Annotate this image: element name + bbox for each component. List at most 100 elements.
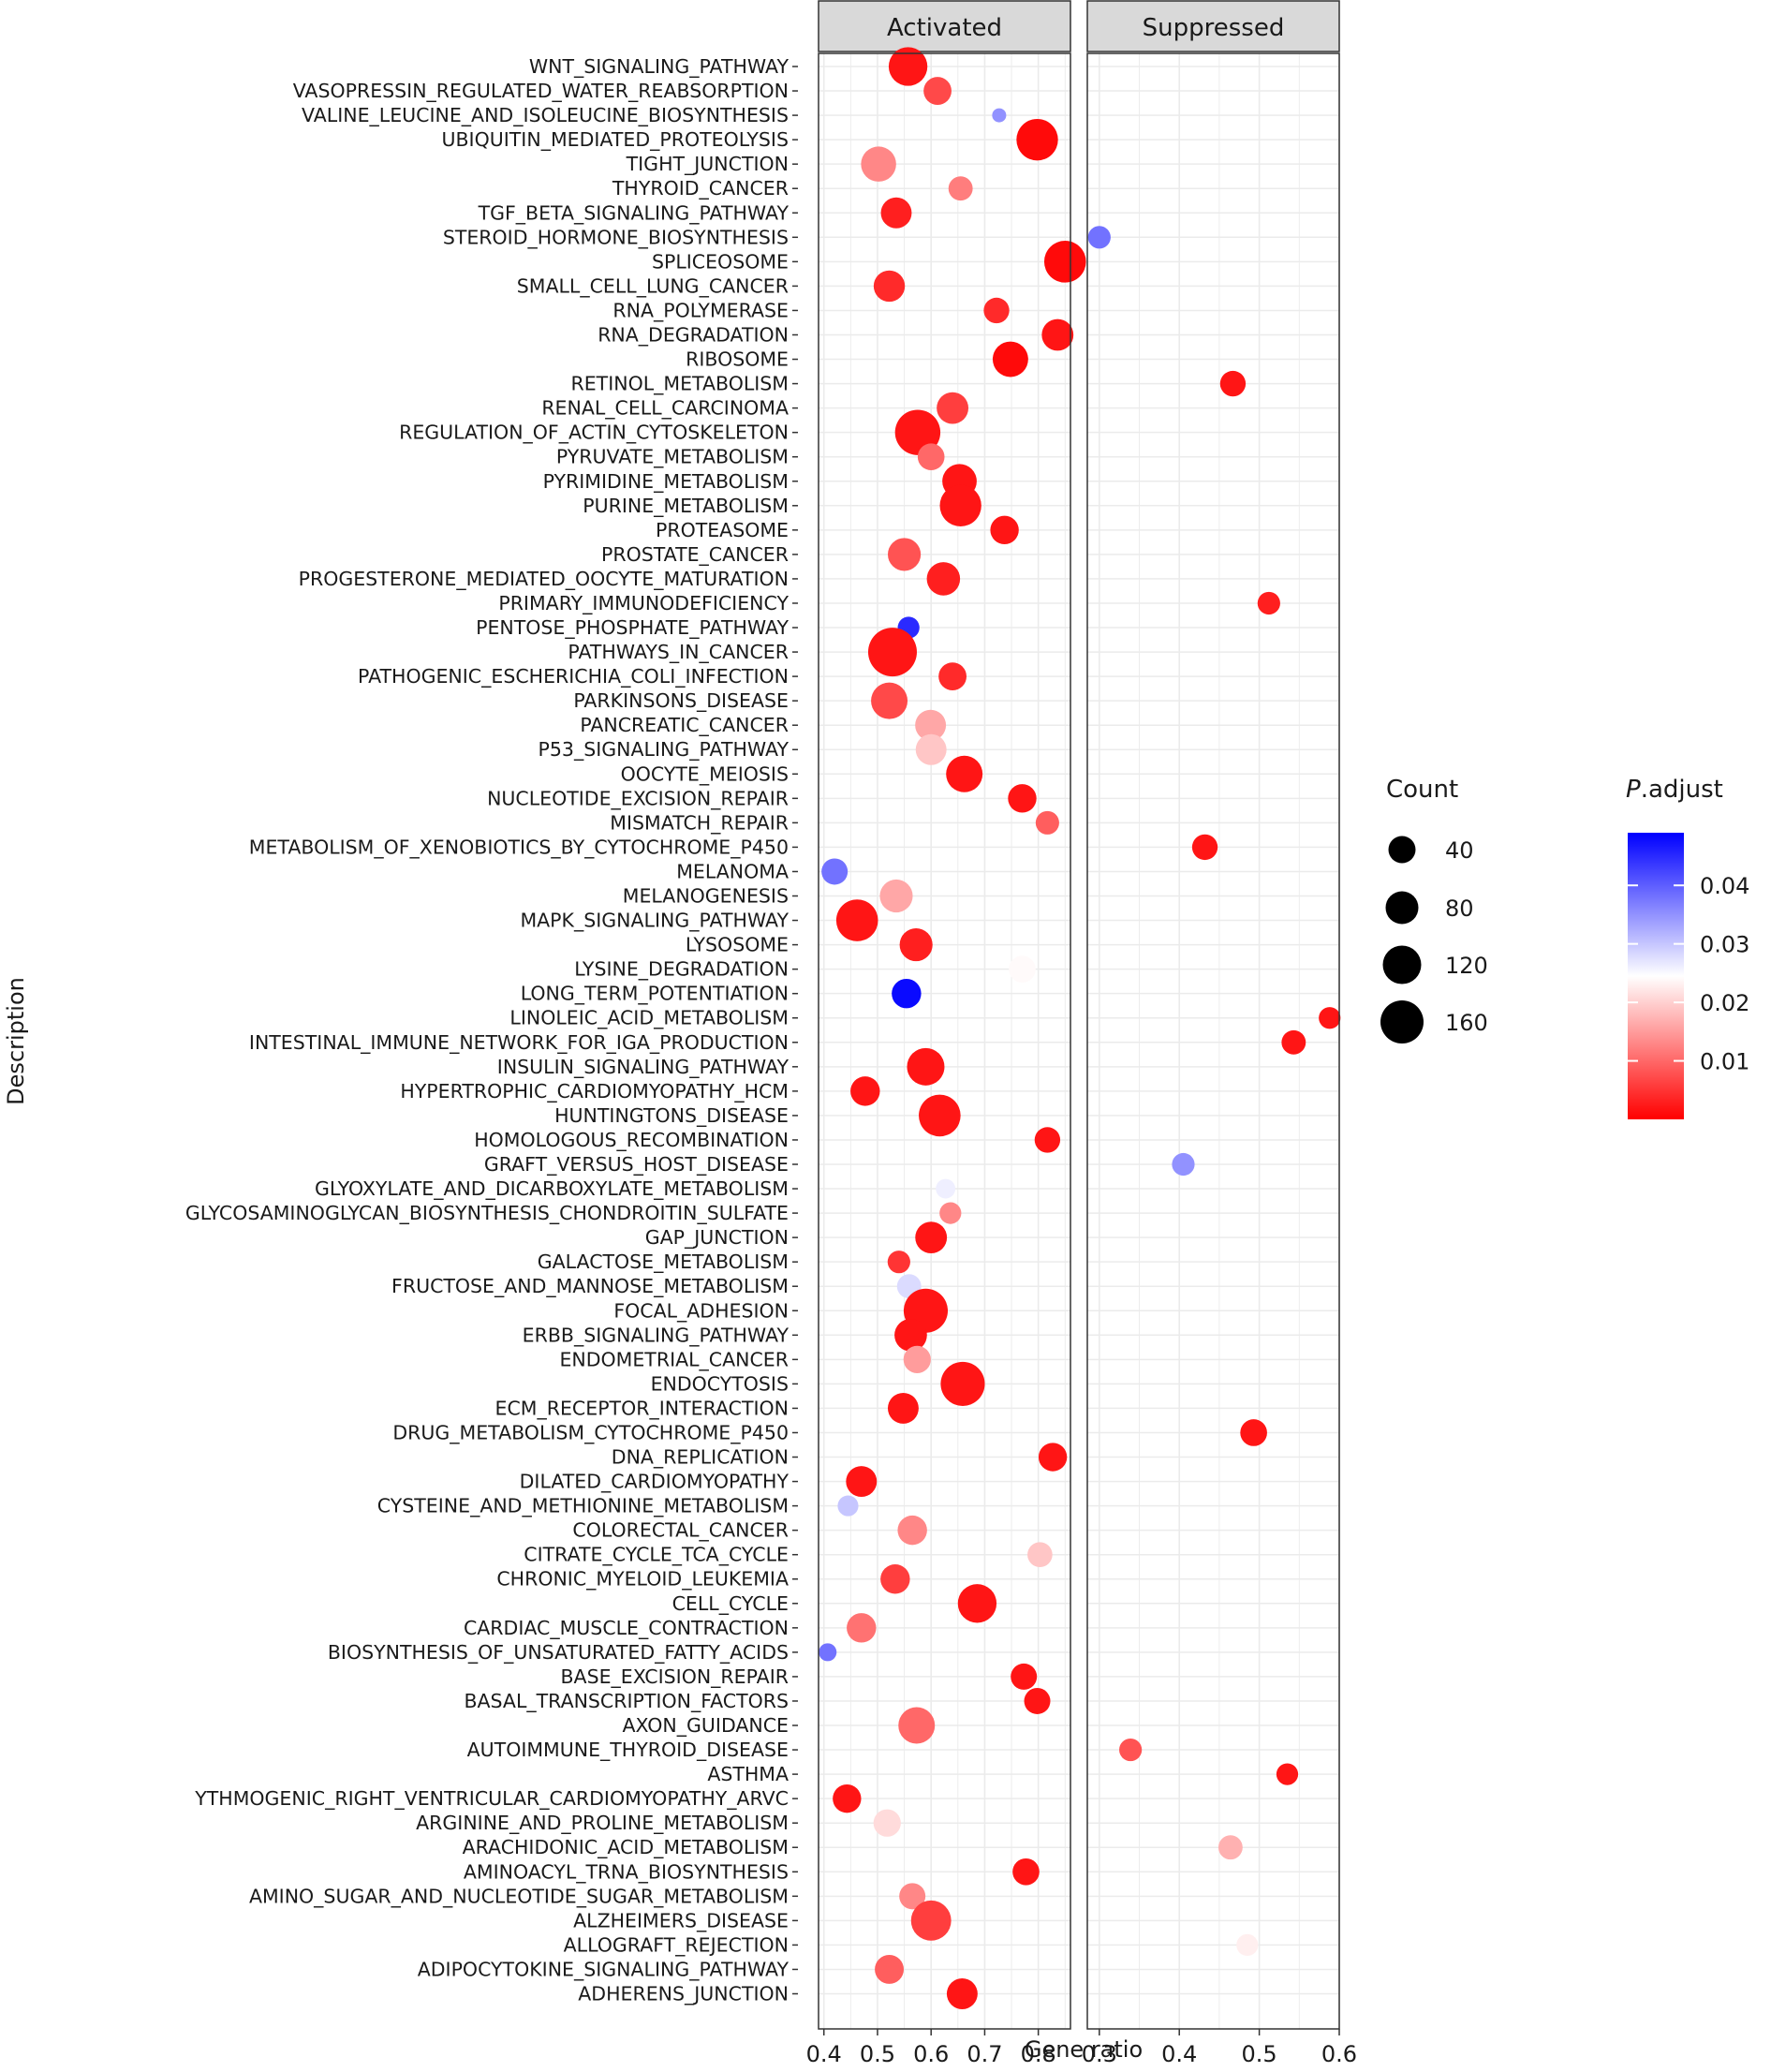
y-tick-label: PATHOGENIC_ESCHERICHIA_COLI_INFECTION [358, 665, 789, 688]
y-axis-title: Description [3, 977, 29, 1105]
data-point [990, 515, 1019, 545]
data-point [946, 755, 983, 792]
size-legend-label: 160 [1445, 1010, 1488, 1036]
data-point [835, 899, 878, 941]
data-point [1043, 241, 1086, 283]
x-tick-label: 0.7 [967, 2041, 1002, 2067]
y-tick-label: CHRONIC_MYELOID_LEUKEMIA [496, 1568, 789, 1591]
data-point [1027, 1542, 1053, 1568]
data-point [850, 1076, 880, 1106]
x-tick-label: 0.3 [1082, 2041, 1117, 2067]
data-point [946, 1978, 978, 2009]
y-tick-label: NUCLEOTIDE_EXCISION_REPAIR [487, 787, 789, 810]
x-tick-label: 0.4 [806, 2041, 842, 2067]
y-tick-label: STEROID_HORMONE_BIOSYNTHESIS [443, 226, 789, 249]
y-tick-label: ADHERENS_JUNCTION [578, 1983, 789, 2006]
data-point [1219, 370, 1247, 397]
y-tick-label: ENDOMETRIAL_CANCER [559, 1348, 789, 1371]
y-tick-label: PANCREATIC_CANCER [580, 714, 789, 737]
data-point [940, 1361, 985, 1406]
color-legend-label: 0.02 [1700, 990, 1749, 1016]
panel-background [819, 53, 1070, 2029]
data-point [1276, 1763, 1299, 1785]
y-tick-label: AMINOACYL_TRNA_BIOSYNTHESIS [464, 1860, 789, 1884]
y-tick-label: HUNTINGTONS_DISEASE [554, 1104, 789, 1128]
x-tick-label: 0.5 [1242, 2041, 1277, 2067]
y-tick-label: PENTOSE_PHOSPHATE_PATHWAY [476, 616, 789, 640]
y-tick-label: DRUG_METABOLISM_CYTOCHROME_P450 [392, 1421, 789, 1444]
y-tick-label: GAP_JUNCTION [645, 1226, 789, 1250]
data-point [1087, 226, 1111, 249]
y-tick-label: PURINE_METABOLISM [583, 495, 789, 518]
data-point [892, 978, 922, 1009]
y-tick-label: PATHWAYS_IN_CANCER [568, 641, 789, 664]
y-tick-label: SMALL_CELL_LUNG_CANCER [517, 274, 789, 298]
data-point [1035, 810, 1059, 835]
y-tick-label: RNA_POLYMERASE [612, 299, 789, 322]
data-point [1172, 1152, 1195, 1177]
y-tick-label: GALACTOSE_METABOLISM [538, 1251, 789, 1274]
data-point [1240, 1419, 1267, 1446]
y-tick-label: YTHMOGENIC_RIGHT_VENTRICULAR_CARDIOMYOPA… [194, 1787, 789, 1811]
x-tick-label: 0.8 [1021, 2041, 1056, 2067]
y-tick-label: FOCAL_ADHESION [613, 1299, 789, 1323]
y-tick-label: MELANOMA [676, 860, 789, 882]
y-tick-label: PARKINSONS_DISEASE [573, 689, 789, 713]
size-legend: Count 40 80 120 160 [1380, 776, 1488, 1043]
x-axis-title: Gene ratio [1025, 2036, 1143, 2063]
y-tick-label: ASTHMA [707, 1763, 789, 1785]
y-tick-label: WNT_SIGNALING_PATHWAY [529, 55, 790, 79]
data-point [837, 1495, 859, 1517]
y-tick-label: DNA_REPLICATION [612, 1446, 789, 1470]
y-tick-label: VASOPRESSIN_REGULATED_WATER_REABSORPTION [293, 80, 789, 103]
data-point [1236, 1933, 1259, 1957]
panel-border [1086, 52, 1340, 2030]
data-point [926, 562, 961, 596]
y-tick-label: PYRUVATE_METABOLISM [556, 446, 789, 469]
data-point [915, 1221, 948, 1254]
data-point [880, 1564, 910, 1594]
facet-strip-label: Activated [887, 14, 1002, 42]
y-tick-label: ECM_RECEPTOR_INTERACTION [495, 1397, 789, 1420]
y-tick-label: THYROID_CANCER [612, 177, 789, 200]
data-point [936, 1178, 956, 1199]
y-tick-label: AMINO_SUGAR_AND_NUCLEOTIDE_SUGAR_METABOL… [249, 1885, 789, 1908]
data-point [873, 1809, 901, 1837]
y-tick-label: HYPERTROPHIC_CARDIOMYOPATHY_HCM [400, 1080, 789, 1103]
x-tick-label: 0.6 [913, 2041, 949, 2067]
data-point [1319, 1007, 1341, 1029]
data-point [915, 709, 947, 741]
data-point [1012, 1857, 1040, 1886]
data-point [938, 662, 967, 691]
data-point [846, 1466, 878, 1498]
y-tick-label: UBIQUITIN_MEDIATED_PROTEOLYSIS [441, 128, 789, 152]
y-tick-label: LONG_TERM_POTENTIATION [521, 983, 789, 1006]
y-tick-label: BASAL_TRANSCRIPTION_FACTORS [464, 1690, 789, 1713]
data-point [888, 47, 928, 86]
y-tick-label: PROSTATE_CANCER [601, 543, 789, 567]
y-tick-label: BASE_EXCISION_REPAIR [560, 1665, 789, 1689]
data-point [939, 1202, 962, 1224]
y-tick-label: LYSOSOME [686, 934, 789, 956]
size-legend-key [1388, 836, 1416, 864]
data-point [915, 733, 947, 765]
facet-panel-activated: Activated 0.4 0.5 0.6 0.7 0.8 [806, 0, 1086, 2067]
y-tick-label: ADIPOCYTOKINE_SIGNALING_PATHWAY [418, 1958, 790, 1981]
panel-grid [1087, 53, 1340, 2029]
color-legend-label: 0.01 [1700, 1049, 1749, 1075]
data-points [1087, 226, 1341, 1957]
data-point [899, 928, 933, 962]
data-point [910, 1900, 952, 1941]
size-legend-label: 120 [1445, 953, 1488, 979]
y-tick-label: CARDIAC_MUSCLE_CONTRACTION [464, 1617, 789, 1640]
data-point [919, 1094, 961, 1137]
x-tick-label: 0.4 [1161, 2041, 1197, 2067]
data-points [819, 47, 1086, 2009]
data-point [833, 1783, 862, 1813]
data-point [939, 484, 981, 526]
y-tick-label: ARACHIDONIC_ACID_METABOLISM [463, 1836, 789, 1859]
y-tick-label: GRAFT_VERSUS_HOST_DISEASE [484, 1153, 789, 1177]
y-tick-label: CITRATE_CYCLE_TCA_CYCLE [524, 1544, 789, 1567]
y-tick-label: PROGESTERONE_MEDIATED_OOCYTE_MATURATION [299, 568, 789, 591]
